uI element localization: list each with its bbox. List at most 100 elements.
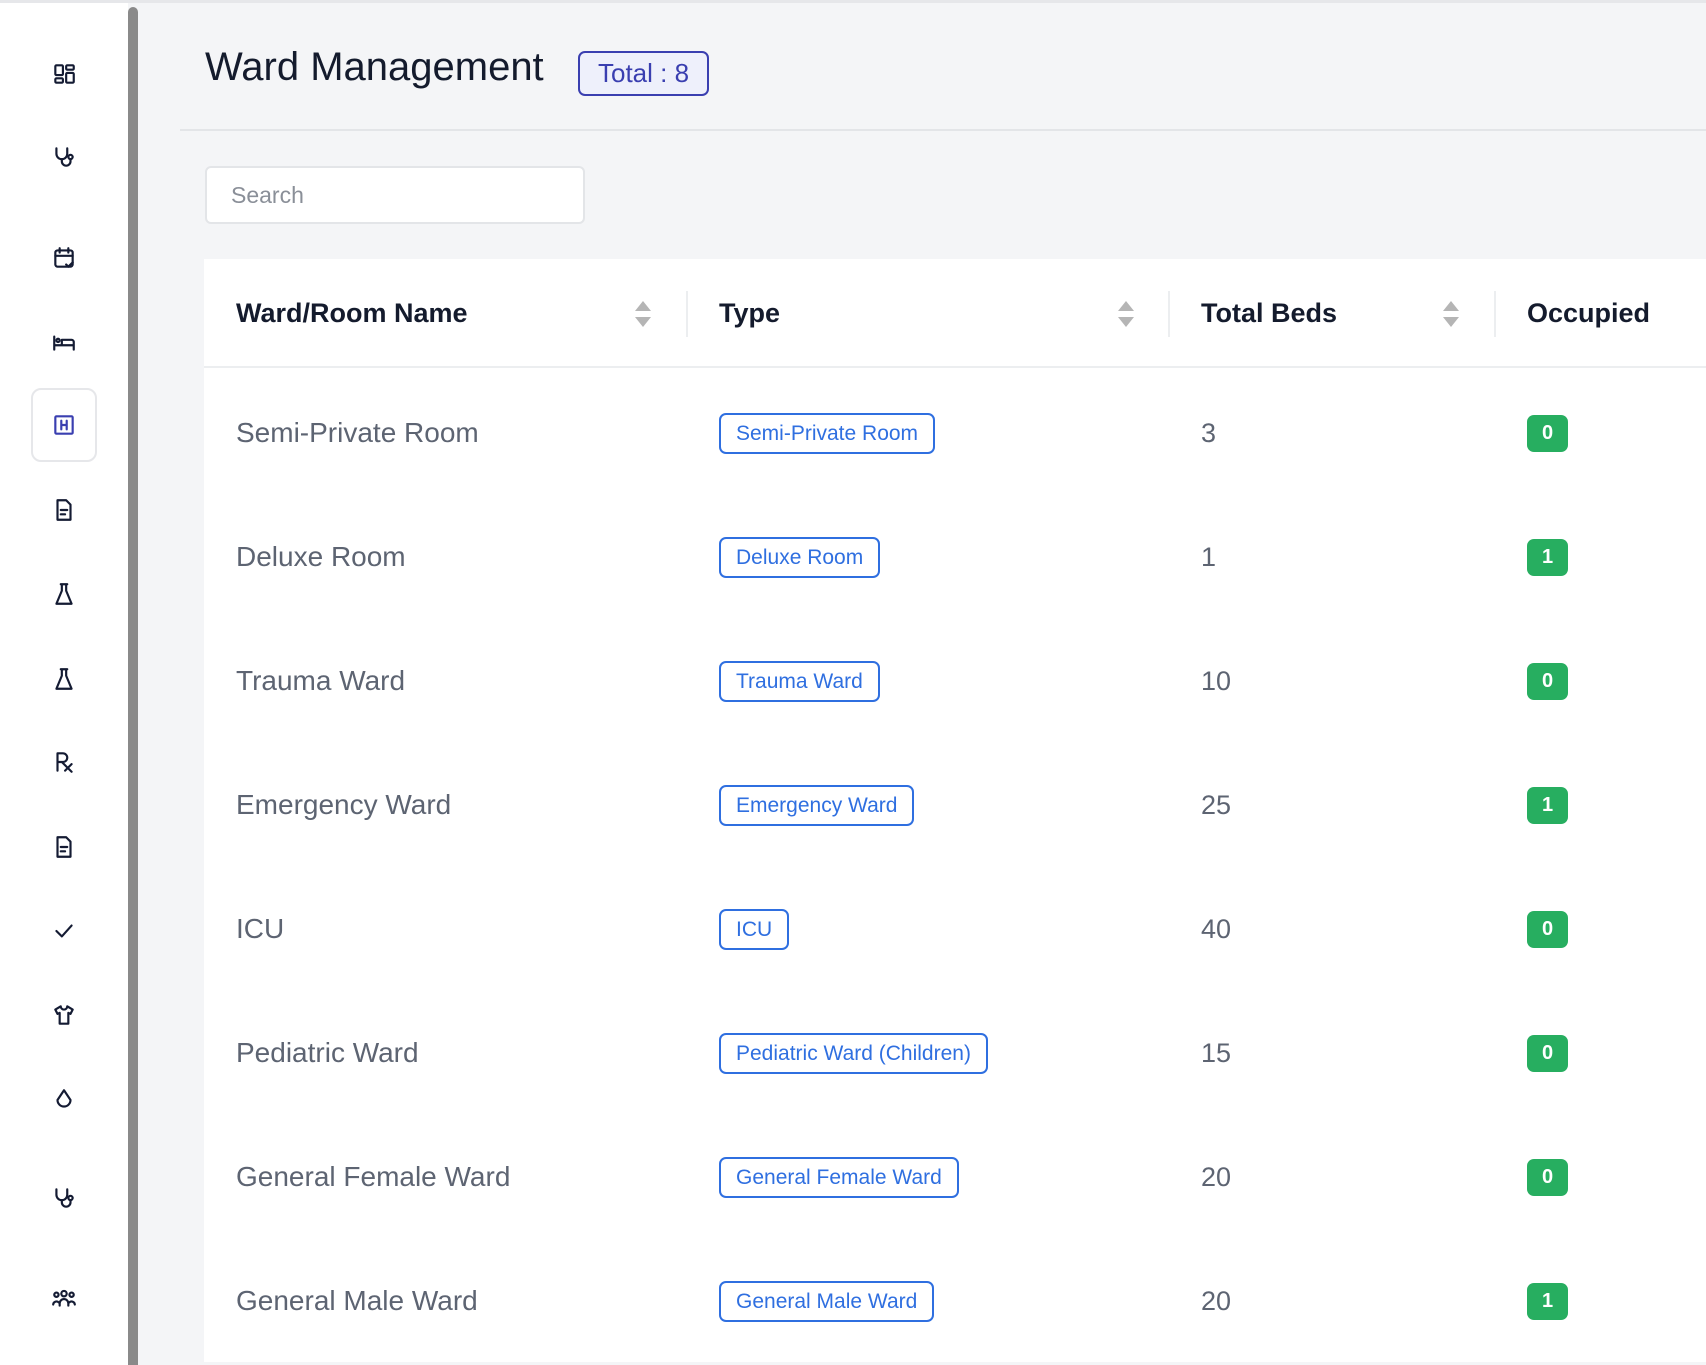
table-row[interactable]: ICU ICU 40 0 [204,867,1706,991]
column-divider [686,291,688,337]
total-beds: 1 [1201,541,1217,572]
occupied-badge: 1 [1527,1282,1568,1320]
table-row[interactable]: General Female Ward General Female Ward … [204,1115,1706,1239]
occupied-cell: 1 [1527,1239,1568,1363]
type-cell: Deluxe Room [719,495,881,619]
type-badge: General Female Ward [719,1156,959,1198]
column-header-name[interactable]: Ward/Room Name [236,298,468,328]
type-cell: Emergency Ward [719,743,915,867]
ward-name: ICU [236,913,285,944]
sidebar-item-7[interactable] [31,642,97,716]
search-input[interactable] [205,166,585,224]
column-divider [1168,291,1170,337]
sidebar-item-4[interactable] [31,388,97,462]
sidebar-item-10[interactable] [31,894,97,968]
type-badge: Semi-Private Room [719,412,936,454]
total-badge: Total : 8 [578,51,710,96]
total-beds: 10 [1201,665,1232,696]
sidebar-item-1[interactable] [31,120,97,194]
droplet-icon [56,1089,72,1108]
sidebar-item-9[interactable] [31,810,97,884]
prescription-icon [56,752,73,773]
column-divider [1494,291,1496,337]
document-icon [56,499,72,521]
table-header: Ward/Room Name Type Total Beds Occupied [204,259,1706,368]
table-row[interactable]: Semi-Private Room Semi-Private Room 3 0 [204,371,1706,495]
table-row[interactable]: Trauma Ward Trauma Ward 10 0 [204,619,1706,743]
ward-name: Pediatric Ward [236,1037,419,1068]
occupied-cell: 0 [1527,1115,1568,1239]
sidebar-item-12[interactable] [31,1063,97,1137]
sidebar-item-3[interactable] [31,305,97,379]
ward-name: General Male Ward [236,1285,478,1316]
total-beds: 25 [1201,789,1232,820]
occupied-badge: 1 [1527,538,1568,576]
type-badge: ICU [719,908,790,950]
occupied-cell: 1 [1527,743,1568,867]
sort-icon[interactable] [634,299,652,329]
occupied-cell: 0 [1527,619,1568,743]
sidebar-item-14[interactable] [31,1261,97,1335]
ward-name: Semi-Private Room [236,417,479,448]
type-badge: Deluxe Room [719,536,881,578]
calendar-check-icon [54,247,74,268]
sort-icon[interactable] [1442,299,1460,329]
occupied-cell: 0 [1527,991,1568,1115]
type-cell: ICU [719,867,790,991]
column-header-type[interactable]: Type [719,298,781,328]
ward-name: General Female Ward [236,1161,511,1192]
occupied-cell: 0 [1527,371,1568,495]
flask-icon [55,668,73,690]
sidebar-scrollbar[interactable] [128,7,138,1365]
type-badge: Trauma Ward [719,660,880,702]
sidebar-item-5[interactable] [31,473,97,547]
type-badge: Emergency Ward [719,784,915,826]
sidebar [0,3,128,1365]
table-row[interactable]: Deluxe Room Deluxe Room 1 1 [204,495,1706,619]
total-beds: 40 [1201,913,1232,944]
check-icon [55,924,73,938]
type-cell: General Male Ward [719,1239,935,1363]
occupied-badge: 1 [1527,786,1568,824]
ward-name: Emergency Ward [236,789,452,820]
sidebar-item-13[interactable] [31,1161,97,1235]
occupied-badge: 0 [1527,910,1568,948]
type-cell: General Female Ward [719,1115,959,1239]
sidebar-item-11[interactable] [31,978,97,1052]
dashboard-icon [54,64,75,84]
total-beds: 15 [1201,1037,1232,1068]
occupied-badge: 0 [1527,662,1568,700]
type-cell: Pediatric Ward (Children) [719,991,988,1115]
shirt-icon [54,1005,74,1025]
sidebar-item-6[interactable] [31,557,97,631]
ward-table: Ward/Room Name Type Total Beds Occupied … [204,259,1706,1362]
hospital-icon [54,415,74,435]
column-header-total-beds[interactable]: Total Beds [1201,298,1338,328]
type-cell: Semi-Private Room [719,371,936,495]
sort-icon[interactable] [1117,299,1135,329]
column-header-occupied[interactable]: Occupied [1527,298,1651,328]
type-badge: Pediatric Ward (Children) [719,1032,988,1074]
stethoscope-icon [55,1188,74,1208]
document-icon [56,836,72,858]
sidebar-item-0[interactable] [31,37,97,111]
occupied-cell: 0 [1527,867,1568,991]
table-row[interactable]: Pediatric Ward Pediatric Ward (Children)… [204,991,1706,1115]
bed-icon [53,335,75,351]
stethoscope-icon [55,147,74,167]
sidebar-item-8[interactable] [31,725,97,799]
occupied-cell: 1 [1527,495,1568,619]
type-cell: Trauma Ward [719,619,880,743]
table-row[interactable]: Emergency Ward Emergency Ward 25 1 [204,743,1706,867]
users-icon [52,1289,76,1307]
occupied-badge: 0 [1527,1158,1568,1196]
ward-name: Trauma Ward [236,665,406,696]
sidebar-item-2[interactable] [31,221,97,295]
occupied-badge: 0 [1527,414,1568,452]
type-badge: General Male Ward [719,1280,935,1322]
total-beds: 3 [1201,417,1217,448]
ward-name: Deluxe Room [236,541,406,572]
occupied-badge: 0 [1527,1034,1568,1072]
table-row[interactable]: General Male Ward General Male Ward 20 1 [204,1239,1706,1363]
total-beds: 20 [1201,1285,1232,1316]
